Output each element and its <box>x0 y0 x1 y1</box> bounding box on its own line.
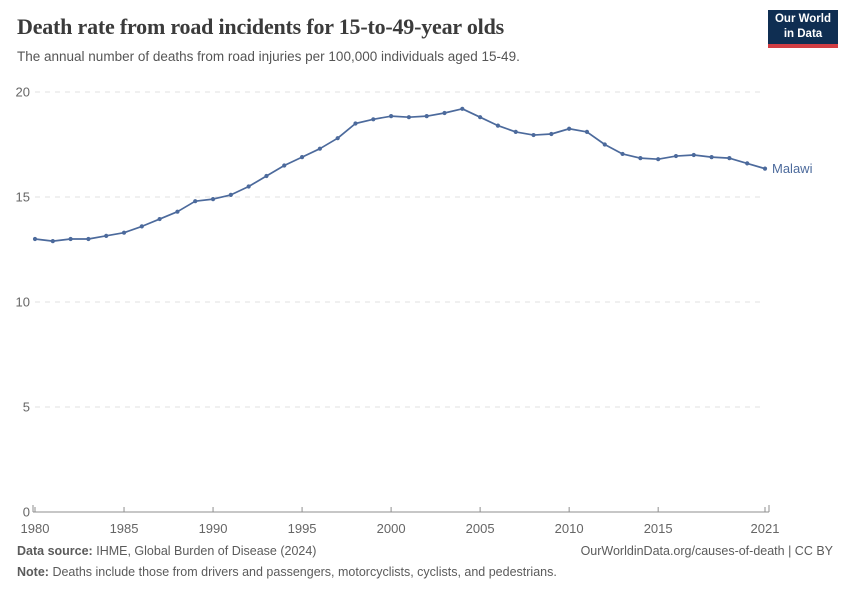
data-source-value: IHME, Global Burden of Disease (2024) <box>96 544 317 558</box>
data-point <box>371 117 376 122</box>
y-tick-label: 20 <box>16 85 30 100</box>
x-tick-label: 1990 <box>199 521 228 536</box>
y-tick-label: 0 <box>23 505 30 520</box>
data-point <box>442 110 447 116</box>
data-point <box>175 209 180 214</box>
data-point <box>139 224 144 229</box>
data-point <box>104 233 109 238</box>
x-tick-label: 2015 <box>644 521 673 536</box>
data-point <box>282 163 287 168</box>
x-tick-label: 2010 <box>555 521 584 536</box>
owid-logo[interactable]: Our World in Data <box>768 10 838 48</box>
x-tick-label: 1980 <box>21 521 50 536</box>
data-point <box>602 142 607 147</box>
data-source: Data source: IHME, Global Burden of Dise… <box>17 544 316 558</box>
chart-subtitle: The annual number of deaths from road in… <box>17 49 520 64</box>
data-point <box>513 129 518 134</box>
x-tick-label: 2000 <box>377 521 406 536</box>
data-point <box>50 239 55 244</box>
data-point <box>228 192 233 197</box>
chart-title: Death rate from road incidents for 15-to… <box>17 14 504 39</box>
data-point <box>424 114 429 119</box>
data-point <box>388 114 394 119</box>
data-point <box>68 236 73 242</box>
x-tick-label: 1995 <box>288 521 317 536</box>
data-line <box>34 107 766 242</box>
data-point <box>353 121 358 126</box>
chart-footer: Data source: IHME, Global Burden of Dise… <box>17 544 833 579</box>
data-point <box>193 199 198 204</box>
data-point <box>460 106 465 111</box>
owid-logo-line1: Our World <box>774 13 831 26</box>
note-label: Note: <box>17 565 49 579</box>
data-point <box>745 161 750 166</box>
data-point <box>210 197 216 202</box>
data-point <box>727 156 732 161</box>
y-tick-label: 10 <box>16 295 30 310</box>
chart-note: Note: Deaths include those from drivers … <box>17 565 833 579</box>
data-point <box>317 146 322 151</box>
x-tick-label: 2021 <box>751 521 780 536</box>
data-point <box>584 129 590 134</box>
data-point <box>264 173 269 179</box>
data-point <box>709 155 714 160</box>
data-source-label: Data source: <box>17 544 93 558</box>
data-point <box>335 136 340 141</box>
data-point <box>299 155 305 160</box>
owid-logo-line2: in Data <box>783 28 823 40</box>
data-point <box>406 115 412 120</box>
data-point <box>620 151 625 157</box>
data-point <box>656 157 661 162</box>
data-point <box>495 123 501 128</box>
data-point <box>531 132 536 138</box>
data-point <box>762 166 768 171</box>
data-point <box>673 153 679 159</box>
y-tick-label: 15 <box>16 190 30 205</box>
x-tick-label: 1985 <box>110 521 139 536</box>
data-point <box>478 115 483 120</box>
data-point <box>549 131 554 137</box>
data-point <box>638 156 643 161</box>
owid-url-link[interactable]: OurWorldinData.org/causes-of-death | CC … <box>580 544 833 558</box>
data-point <box>157 216 162 222</box>
chart-header: Death rate from road incidents for 15-to… <box>17 14 757 64</box>
data-point <box>246 184 251 189</box>
data-point <box>121 230 127 235</box>
data-point <box>32 236 38 242</box>
data-point <box>691 152 696 158</box>
data-point <box>567 126 572 131</box>
note-value: Deaths include those from drivers and pa… <box>52 565 557 579</box>
x-tick-label: 2005 <box>466 521 495 536</box>
series-end-label: Malawi <box>772 161 813 176</box>
data-point <box>86 236 91 242</box>
y-tick-label: 5 <box>23 400 30 415</box>
